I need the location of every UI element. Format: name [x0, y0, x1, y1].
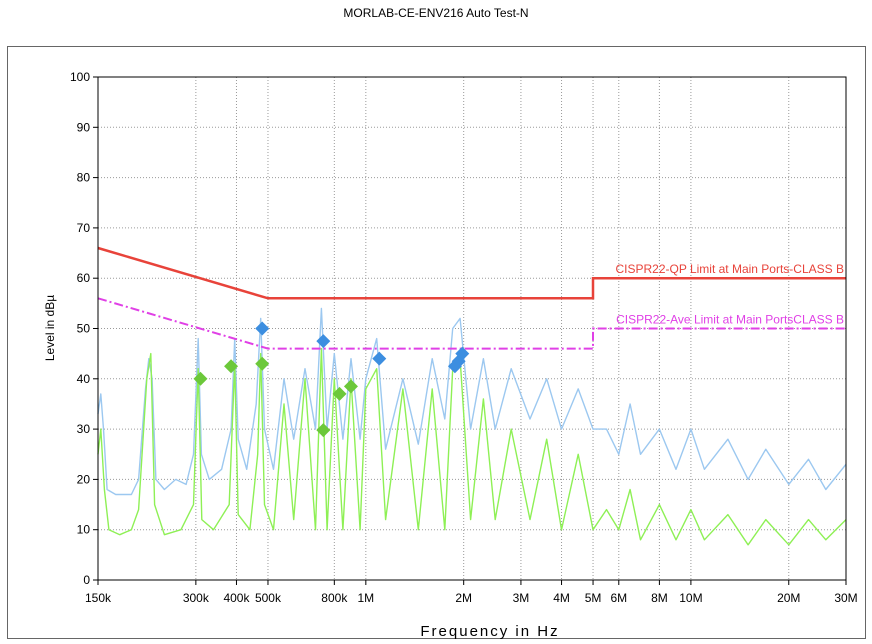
average-marker	[255, 356, 270, 371]
y-tick-label: 40	[77, 372, 91, 386]
x-tick-label: 2M	[455, 591, 472, 605]
x-tick-label: 30M	[834, 591, 857, 605]
measurement-markers	[193, 321, 470, 438]
average-limit-label: CISPR22-Ave Limit at Main PortsCLASS B	[616, 313, 844, 327]
chart-frame	[7, 46, 866, 639]
plot-area-border	[97, 76, 847, 581]
y-tick-label: 10	[77, 523, 91, 537]
average-marker	[193, 371, 208, 386]
y-tick-label: 80	[77, 171, 91, 185]
x-tick-label: 20M	[777, 591, 800, 605]
y-tick-label: 0	[83, 573, 90, 587]
page-title: MORLAB-CE-ENV216 Auto Test-N	[343, 6, 529, 20]
peak-marker	[316, 334, 331, 349]
y-tick-label: 90	[77, 120, 91, 134]
y-tick-label: 50	[77, 322, 91, 336]
y-tick-label: 70	[77, 221, 91, 235]
average-marker	[332, 386, 347, 401]
average-marker	[343, 379, 358, 394]
axis-ticks: 0 10 20 30 40 50 60 70 80 90 100 150k 300k 400k 500k 80…	[70, 70, 858, 605]
y-tick-label: 60	[77, 271, 91, 285]
x-tick-label: 10M	[679, 591, 702, 605]
x-axis-label: Frequency in Hz	[420, 623, 559, 640]
x-tick-label: 150k	[85, 591, 112, 605]
x-tick-label: 800k	[321, 591, 348, 605]
y-tick-label: 20	[77, 472, 91, 486]
x-tick-label: 300k	[183, 591, 210, 605]
peak-marker	[372, 351, 387, 366]
average-marker	[224, 359, 239, 374]
x-tick-label: 1M	[357, 591, 374, 605]
measurement-traces	[97, 307, 847, 546]
qp-limit-label: CISPR22-QP Limit at Main Ports-CLASS B	[615, 262, 844, 276]
x-tick-label: 4M	[553, 591, 570, 605]
y-tick-label: 30	[77, 422, 91, 436]
y-tick-label: 100	[70, 70, 90, 84]
peak-trace	[97, 307, 847, 496]
limit-lines: CISPR22-QP Limit at Main Ports-CLASS B CI…	[97, 246, 846, 350]
y-axis-label: Level in dBµ	[43, 295, 57, 361]
qp-limit-line	[97, 246, 846, 300]
average-trace	[97, 347, 847, 546]
x-tick-label: 500k	[255, 591, 282, 605]
x-tick-label: 8M	[651, 591, 668, 605]
x-tick-label: 6M	[610, 591, 627, 605]
x-tick-label: 5M	[585, 591, 602, 605]
x-tick-label: 400k	[223, 591, 250, 605]
average-marker	[316, 423, 331, 438]
peak-marker	[255, 321, 270, 336]
x-tick-label: 3M	[513, 591, 530, 605]
peak-marker	[455, 346, 470, 361]
